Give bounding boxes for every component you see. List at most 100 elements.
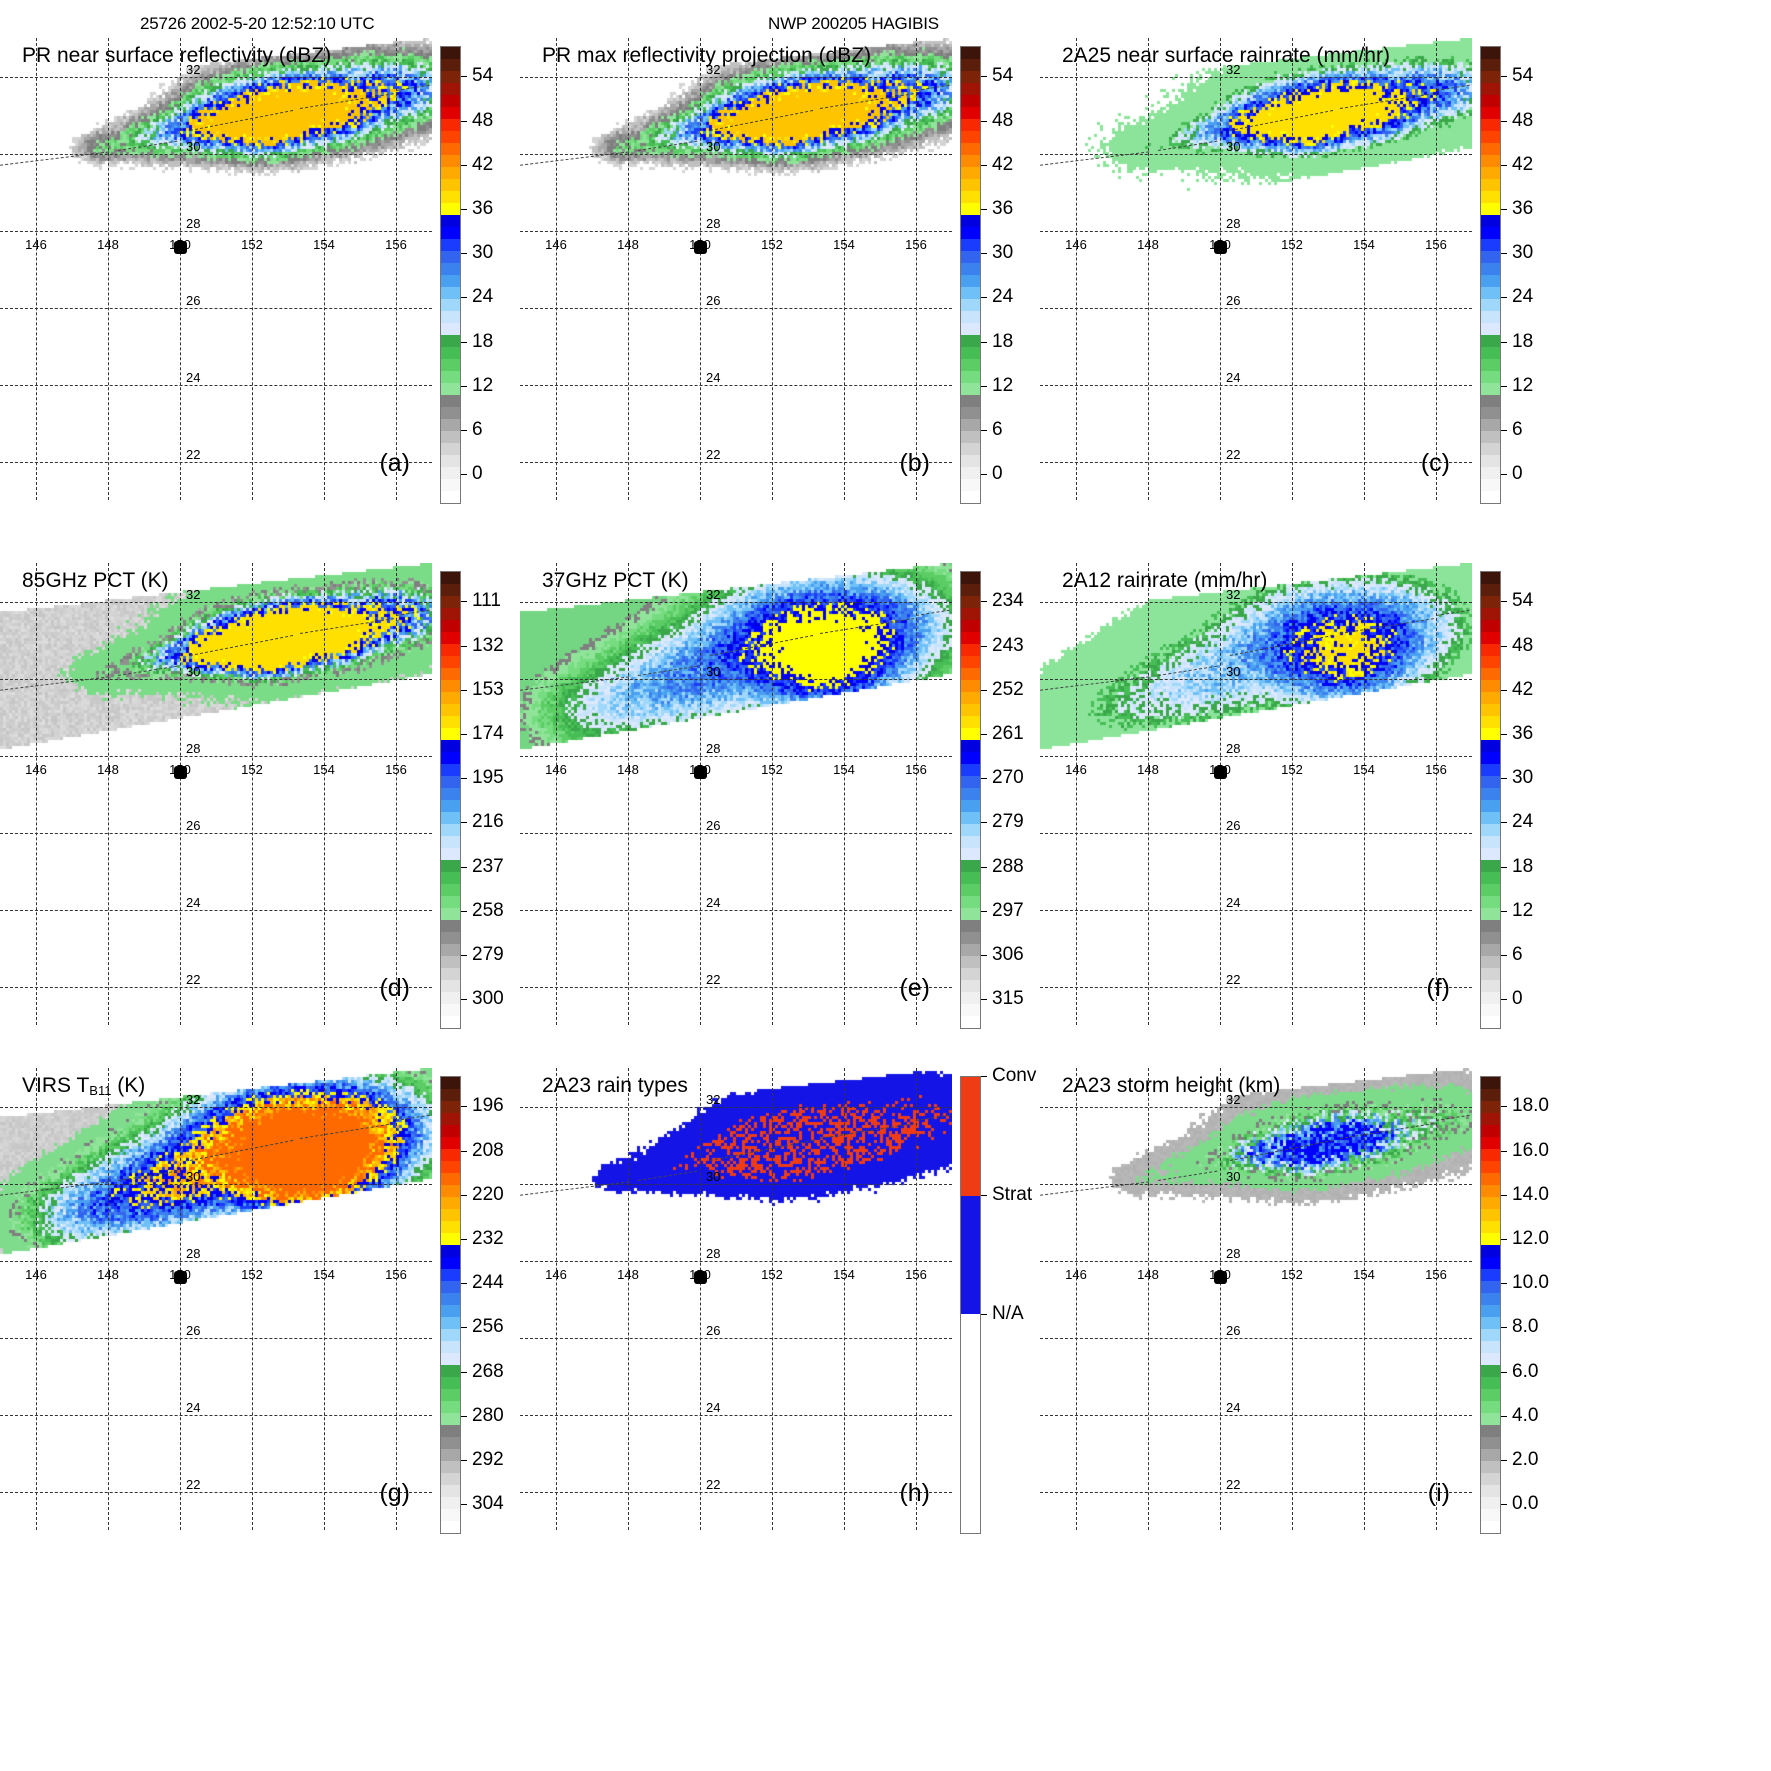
colorbar-swatch (1481, 992, 1500, 1004)
colorbar-tick-label: 48 (1501, 110, 1533, 132)
gridline-lat-26 (1040, 1337, 1472, 1339)
colorbar-swatch (1481, 383, 1500, 395)
map-max_reflectivity_projection[interactable]: 146148150152154156323028262422PR max ref… (520, 38, 952, 500)
colorbar-swatch (961, 968, 980, 980)
lat-tick-label: 24 (706, 369, 721, 385)
colorbar-swatch (1481, 932, 1500, 944)
gridline-lon-156 (1436, 38, 1437, 500)
colorbar-swatch (961, 656, 980, 668)
colorbar-tick-label: 54 (1501, 590, 1533, 612)
colorbar-tick-label: 279 (461, 944, 504, 966)
colorbar-swatch (441, 1233, 460, 1245)
colorbar-tick-label: 18.0 (1501, 1095, 1549, 1117)
map-pct_85ghz[interactable]: 14614815015215415632302826242285GHz PCT … (0, 563, 432, 1025)
map-storm_height[interactable]: 1461481501521541563230282624222A23 storm… (1040, 1068, 1472, 1530)
gridline-lon-150 (180, 1068, 181, 1530)
colorbar-swatch (1481, 1305, 1500, 1317)
colorbar-swatch (1481, 872, 1500, 884)
colorbar-swatch (961, 95, 980, 107)
panel-e: 14614815015215415632302826242237GHz PCT … (520, 555, 1090, 1077)
lat-tick-label: 32 (186, 586, 201, 602)
gridline-lat-24 (1040, 909, 1472, 911)
gridline-lon-148 (108, 563, 109, 1025)
gridline-lat-22 (1040, 1491, 1472, 1493)
lon-tick-label: 146 (545, 761, 567, 777)
colorbar-swatch (961, 920, 980, 932)
colorbar-tick-label: 6.0 (1501, 1361, 1538, 1383)
gridline-lat-28 (1040, 230, 1472, 232)
map-2a12_rainrate[interactable]: 1461481501521541563230282624222A12 rainr… (1040, 563, 1472, 1025)
colorbar-swatch (961, 728, 980, 740)
colorbar-tick-label: 288 (981, 856, 1024, 878)
lon-tick-label: 148 (1137, 1266, 1159, 1282)
colorbar-swatch (961, 704, 980, 716)
map-rain_type[interactable]: 1461481501521541563230282624222A23 rain … (520, 1068, 952, 1530)
lon-tick-label: 148 (97, 1266, 119, 1282)
data-swath-near_surface_reflectivity (0, 38, 432, 500)
colorbar-tick-label: 306 (981, 944, 1024, 966)
colorbar-swatch (1481, 1101, 1500, 1113)
colorbar-swatch (441, 203, 460, 215)
colorbar-swatch (1481, 299, 1500, 311)
rain-type-label-conv: Conv (980, 1065, 1037, 1086)
gridline-lon-150 (1220, 1068, 1221, 1530)
lat-tick-label: 30 (706, 138, 721, 154)
lat-tick-label: 26 (1226, 292, 1241, 308)
colorbar-tick-label: 30 (461, 242, 493, 264)
colorbar-swatch (1481, 1161, 1500, 1173)
colorbar-swatch (961, 1016, 980, 1028)
colorbar-swatch (1481, 107, 1500, 119)
colorbar-swatch (441, 491, 460, 503)
colorbar-swatch (1481, 1389, 1500, 1401)
colorbar-swatch (1481, 764, 1500, 776)
colorbar-tick-label: 279 (981, 811, 1024, 833)
colorbar-swatch (1481, 407, 1500, 419)
lon-tick-label: 152 (1281, 236, 1303, 252)
colorbar-swatch (1481, 716, 1500, 728)
colorbar-tick-label: 244 (461, 1272, 504, 1294)
colorbar-swatch (1481, 788, 1500, 800)
colorbar-swatch (441, 884, 460, 896)
map-virs_tb11[interactable]: 146148150152154156323028262422VIRS TB11 … (0, 1068, 432, 1530)
colorbar-swatch (1481, 908, 1500, 920)
map-near_surface_rainrate[interactable]: 1461481501521541563230282624222A25 near … (1040, 38, 1472, 500)
lon-tick-label: 154 (833, 1266, 855, 1282)
colorbar-tick-label: 280 (461, 1405, 504, 1427)
colorbar-swatch (441, 359, 460, 371)
lon-tick-label: 156 (385, 1266, 407, 1282)
gridline-lon-154 (844, 563, 845, 1025)
colorbar-swatch (1481, 848, 1500, 860)
colorbar-swatch (1481, 956, 1500, 968)
gridline-lon-156 (396, 563, 397, 1025)
colorbar-gradient (440, 571, 461, 1029)
colorbar-swatch (441, 752, 460, 764)
colorbar-swatch (1481, 47, 1500, 59)
lon-tick-label: 152 (1281, 761, 1303, 777)
gridline-lat-32 (520, 1106, 952, 1108)
colorbar-swatch (961, 812, 980, 824)
colorbar-swatch (441, 644, 460, 656)
lat-tick-label: 28 (706, 1245, 721, 1261)
gridline-lat-32 (0, 601, 432, 603)
gridline-lon-156 (1436, 1068, 1437, 1530)
colorbar-tick-label: 268 (461, 1361, 504, 1383)
gridline-lat-32 (1040, 601, 1472, 603)
lat-tick-label: 22 (186, 1476, 201, 1492)
gridline-lon-152 (252, 563, 253, 1025)
map-near_surface_reflectivity[interactable]: 146148150152154156323028262422PR near su… (0, 38, 432, 500)
colorbar-swatch (961, 311, 980, 323)
storm-center-marker (1214, 1270, 1227, 1284)
colorbar-swatch (961, 251, 980, 263)
colorbar-tick-label: 10.0 (1501, 1272, 1549, 1294)
colorbar-swatch (1481, 1329, 1500, 1341)
colorbar-tick-label: 0.0 (1501, 1493, 1538, 1515)
map-pct_37ghz[interactable]: 14614815015215415632302826242237GHz PCT … (520, 563, 952, 1025)
colorbar-swatch (1481, 800, 1500, 812)
colorbar-swatch (1481, 395, 1500, 407)
data-swath-2a12_rainrate (1040, 563, 1472, 1025)
gridline-lon-150 (180, 38, 181, 500)
lat-tick-label: 30 (1226, 1168, 1241, 1184)
panel-title: PR near surface reflectivity (dBZ) (22, 44, 332, 67)
colorbar-tick-label: 48 (1501, 635, 1533, 657)
gridline-lon-150 (700, 1068, 701, 1530)
